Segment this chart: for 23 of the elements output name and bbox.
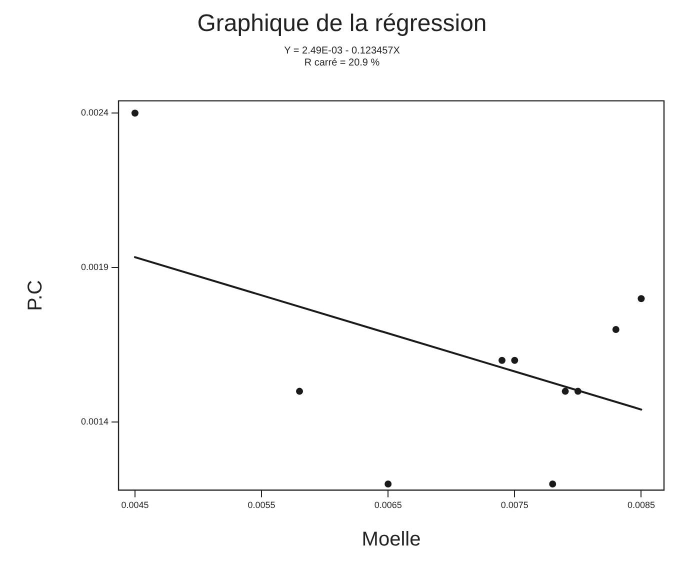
y-tick-label: 0.0014 (80, 416, 109, 427)
text: R carré = 20.9 % (304, 58, 380, 69)
point (131, 110, 138, 117)
y-axis-title: P.C (24, 280, 47, 311)
x-axis-title: Moelle (362, 528, 421, 551)
x-tick-label: 0.0055 (248, 500, 276, 510)
y-tick-label: 0.0024 (80, 108, 109, 118)
point (574, 388, 582, 395)
point (511, 356, 518, 364)
x-tick-label: 0.0065 (374, 500, 402, 510)
point (384, 480, 392, 488)
x-tick-label: 0.0085 (627, 500, 655, 510)
x-tick-label: 0.0075 (500, 500, 528, 510)
x-tick-label: 0.0045 (121, 500, 149, 510)
point (638, 295, 645, 302)
point (612, 326, 620, 333)
point (549, 480, 556, 488)
chart-subtitle: Y = 2.49E-03 - 0.123457X (284, 46, 400, 57)
point (296, 388, 304, 395)
y-tick-label: 0.0019 (80, 262, 109, 272)
point (562, 388, 569, 395)
point (498, 356, 506, 364)
chart-title: Graphique de la régression (197, 10, 487, 38)
